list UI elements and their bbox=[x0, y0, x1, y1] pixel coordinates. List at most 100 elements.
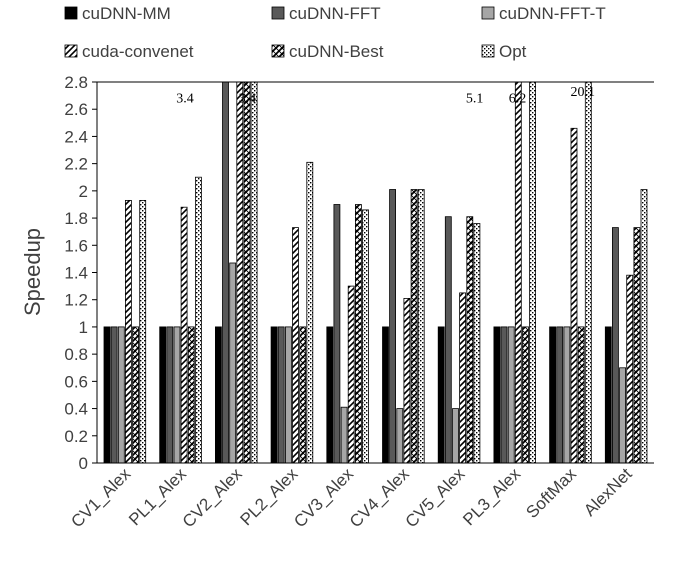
bar-opt-cv2-alex bbox=[250, 81, 258, 464]
bar-cudnn-fft-t-pl1-alex bbox=[173, 326, 181, 464]
x-axis: CV1_AlexPL1_AlexCV2_AlexPL2_AlexCV3_Alex… bbox=[67, 464, 635, 531]
bar-group-cv4-alex bbox=[382, 189, 425, 464]
bar-cudnn-mm-cv3-alex bbox=[326, 326, 334, 464]
bar-group-pl3-alex bbox=[493, 81, 536, 464]
bar-group-pl1-alex bbox=[159, 176, 202, 464]
legend-item-cudnn-fft-t: cuDNN-FFT-T bbox=[481, 4, 606, 23]
y-tick-label: 1.4 bbox=[64, 264, 88, 283]
bar-cudnn-mm-pl1-alex bbox=[159, 326, 167, 464]
bar-opt-pl2-alex bbox=[306, 161, 314, 464]
y-tick-label: 2.4 bbox=[64, 127, 88, 146]
legend-label: cuDNN-Best bbox=[289, 42, 384, 61]
bar-cudnn-mm-cv5-alex bbox=[437, 326, 445, 464]
bar-cudnn-best-cv3-alex bbox=[354, 204, 362, 464]
bar-cudnn-fft-t-cv4-alex bbox=[396, 408, 404, 464]
x-tick-label-cv2-alex: CV2_Alex bbox=[179, 464, 246, 531]
bar-cudnn-best-cv4-alex bbox=[410, 189, 418, 464]
legend-item-opt: Opt bbox=[481, 42, 527, 61]
x-tick-label-cv4-alex: CV4_Alex bbox=[346, 464, 413, 531]
bar-cudnn-mm-cv1-alex bbox=[103, 326, 111, 464]
bar-cuda-convenet-cv4-alex bbox=[403, 297, 411, 464]
bar-cuda-convenet-cv3-alex bbox=[347, 285, 355, 464]
bar-cudnn-fft-pl1-alex bbox=[166, 326, 174, 464]
y-tick-label: 1 bbox=[79, 318, 88, 337]
bar-group-alexnet bbox=[604, 189, 648, 464]
bars bbox=[103, 81, 648, 464]
bar-cuda-convenet-cv1-alex bbox=[125, 199, 132, 464]
bar-cudnn-mm-pl2-alex bbox=[270, 326, 278, 464]
y-tick-label: 0.8 bbox=[64, 345, 88, 364]
annotation-softmax: 20.1 bbox=[570, 85, 595, 100]
legend-swatch bbox=[481, 44, 495, 58]
bar-group-cv1-alex bbox=[103, 199, 147, 464]
legend-item-cudnn-best: cuDNN-Best bbox=[271, 42, 384, 61]
bar-cudnn-fft-cv4-alex bbox=[389, 189, 397, 464]
x-tick-label-pl3-alex: PL3_Alex bbox=[459, 464, 524, 529]
bar-cuda-convenet-pl1-alex bbox=[180, 206, 188, 464]
bar-opt-cv5-alex bbox=[473, 223, 481, 464]
bar-cudnn-fft-t-softmax bbox=[563, 326, 571, 464]
bar-cudnn-mm-cv4-alex bbox=[382, 326, 389, 464]
y-tick-label: 0.4 bbox=[64, 400, 88, 419]
x-tick-label-cv3-alex: CV3_Alex bbox=[290, 464, 357, 531]
bar-cudnn-fft-cv3-alex bbox=[333, 204, 341, 464]
bar-cuda-convenet-cv2-alex bbox=[236, 81, 244, 464]
bar-cudnn-mm-cv2-alex bbox=[214, 326, 222, 464]
legend-label: cuda-convenet bbox=[82, 42, 194, 61]
bar-group-cv2-alex bbox=[214, 81, 258, 464]
bar-cuda-convenet-cv5-alex bbox=[459, 292, 467, 464]
x-tick-label-cv1-alex: CV1_Alex bbox=[67, 464, 134, 531]
annotation-pl3-alex: 6.2 bbox=[509, 91, 527, 106]
legend-label: Opt bbox=[499, 42, 527, 61]
bar-cudnn-best-pl1-alex bbox=[187, 326, 195, 464]
bar-cudnn-fft-pl3-alex bbox=[500, 326, 508, 464]
bar-cudnn-fft-t-pl2-alex bbox=[284, 326, 292, 464]
bar-cuda-convenet-pl2-alex bbox=[292, 227, 299, 464]
legend-swatch bbox=[64, 44, 78, 58]
y-tick-label: 1.2 bbox=[64, 291, 88, 310]
bar-cudnn-fft-pl2-alex bbox=[277, 326, 285, 464]
bar-opt-cv4-alex bbox=[417, 189, 425, 464]
legend-item-cudnn-fft: cuDNN-FFT bbox=[271, 4, 381, 23]
legend-label: cuDNN-FFT-T bbox=[499, 4, 606, 23]
y-tick-label: 2.6 bbox=[64, 100, 88, 119]
bar-cudnn-fft-t-cv3-alex bbox=[340, 406, 348, 464]
bar-cudnn-fft-t-alexnet bbox=[619, 367, 626, 464]
bar-cudnn-best-alexnet bbox=[633, 227, 641, 464]
y-tick-label: 1.8 bbox=[64, 209, 88, 228]
bar-cudnn-best-cv2-alex bbox=[243, 81, 251, 464]
bar-cudnn-fft-cv2-alex bbox=[222, 81, 229, 464]
bar-group-cv3-alex bbox=[326, 204, 369, 464]
bar-cudnn-best-cv1-alex bbox=[132, 326, 140, 464]
x-tick-label-cv5-alex: CV5_Alex bbox=[402, 464, 469, 531]
annotations: 3.4 3.4 5.1 6.2 20.1 bbox=[176, 85, 595, 107]
legend: cuDNN-MM cuDNN-FFT cuDNN-FFT-T cuda-convene… bbox=[64, 4, 606, 61]
legend-item-cudnn-mm: cuDNN-MM bbox=[64, 4, 171, 23]
legend-item-cuda-convenet: cuda-convenet bbox=[64, 42, 194, 61]
bar-cudnn-best-pl2-alex bbox=[299, 326, 307, 464]
bar-cudnn-best-cv5-alex bbox=[466, 216, 474, 464]
annotation-cv5-alex: 5.1 bbox=[466, 91, 484, 106]
bar-opt-pl3-alex bbox=[529, 81, 536, 464]
x-tick-label-softmax: SoftMax bbox=[522, 464, 580, 522]
legend-swatch bbox=[271, 44, 285, 58]
bar-group-softmax bbox=[549, 81, 592, 464]
bar-cudnn-best-pl3-alex bbox=[522, 326, 529, 464]
bar-group-pl2-alex bbox=[270, 161, 314, 464]
bar-cuda-convenet-pl3-alex bbox=[514, 81, 522, 464]
bar-cudnn-fft-cv5-alex bbox=[444, 216, 452, 464]
y-axis: 0 0.2 0.4 0.6 0.8 1 1.2 1.4 1.6 1.8 2 2.2 2.4 2.6 2.8 bbox=[64, 73, 98, 473]
y-tick-label: 0 bbox=[79, 454, 88, 473]
bar-cudnn-mm-pl3-alex bbox=[493, 326, 501, 464]
y-tick-label: 2.8 bbox=[64, 73, 88, 92]
bar-cudnn-mm-softmax bbox=[549, 326, 556, 464]
bar-opt-softmax bbox=[584, 81, 592, 464]
y-tick-label: 0.2 bbox=[64, 427, 88, 446]
bar-cudnn-fft-t-pl3-alex bbox=[507, 326, 515, 464]
y-tick-label: 1.6 bbox=[64, 236, 88, 255]
bar-cudnn-fft-softmax bbox=[556, 326, 564, 464]
bar-cudnn-fft-t-cv1-alex bbox=[117, 326, 125, 464]
bar-opt-alexnet bbox=[640, 189, 648, 464]
legend-swatch bbox=[271, 6, 285, 20]
